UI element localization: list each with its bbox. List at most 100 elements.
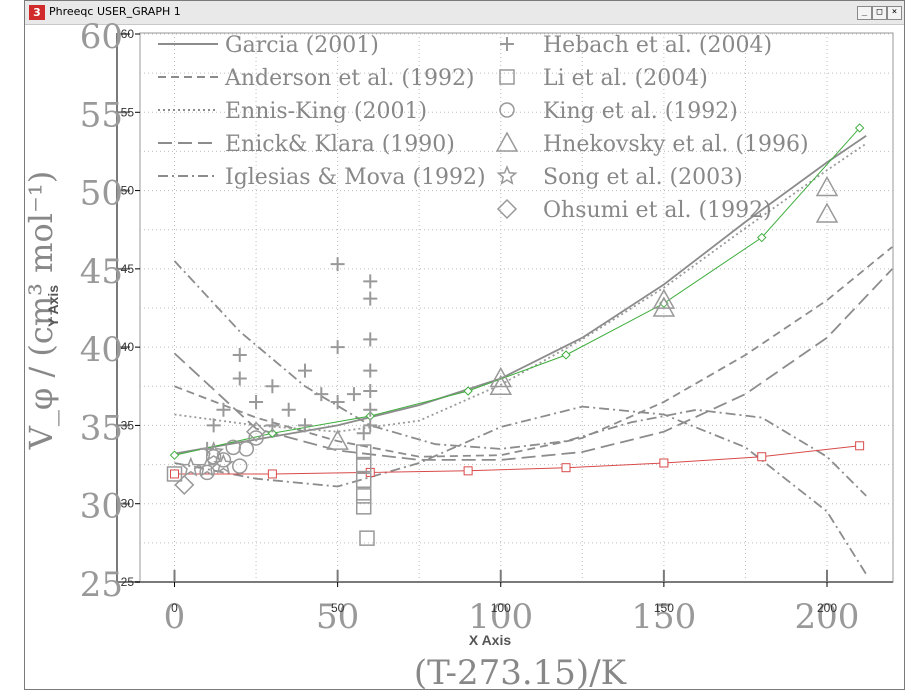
series-line-5 xyxy=(174,405,867,575)
point-hnekovsky xyxy=(652,288,676,309)
y-tick-label: 50 xyxy=(121,184,135,198)
embedded-y-tick-label: 40 xyxy=(80,330,123,370)
x-axis-title: (T-273.15)/K xyxy=(414,653,627,693)
x-tick-label: 150 xyxy=(654,601,674,615)
x-tick-label: 100 xyxy=(491,601,511,615)
widget-y-axis-label: Y Axis xyxy=(45,285,61,327)
series-marker-square xyxy=(757,452,767,462)
legend-line-label: Iglesias & Mova (1992) xyxy=(225,165,486,190)
embedded-y-tick-label: 60 xyxy=(80,17,123,57)
series-marker-diamond xyxy=(169,450,180,460)
embedded-x-tick-label: 200 xyxy=(795,597,860,637)
legend-marker-label: Song et al. (2003) xyxy=(543,165,743,190)
point-king xyxy=(499,102,515,118)
point-hebach xyxy=(249,394,264,409)
point-hnekovsky xyxy=(815,175,839,197)
point-king xyxy=(205,448,222,465)
point-king xyxy=(232,458,248,474)
point-hebach xyxy=(363,332,378,347)
point-hnekovsky xyxy=(489,374,513,396)
point-hebach xyxy=(298,363,312,378)
point-li xyxy=(355,499,372,515)
embedded-y-tick-label: 55 xyxy=(80,95,123,135)
series-line-7 xyxy=(174,445,860,475)
series-line-2 xyxy=(174,142,867,433)
y-tick-label: 30 xyxy=(121,497,135,511)
series-marker-square xyxy=(267,469,277,479)
embedded-x-tick-label: 0 xyxy=(164,597,186,637)
point-hebach xyxy=(206,418,221,433)
legend-line-label: Ennis-King (2001) xyxy=(225,99,427,124)
widget-axes: 0 50 100 150 200 25 30 35 40 45 50 55 60 X Axis Y Axis xyxy=(45,27,837,648)
series-marker-square xyxy=(170,469,179,479)
embedded-y-tick-label: 50 xyxy=(80,174,123,214)
app-icon: 3 xyxy=(29,5,45,20)
point-hebach xyxy=(314,387,329,402)
point-hnekovsky xyxy=(815,202,839,223)
point-hebach xyxy=(356,426,371,441)
y-tick-label: 55 xyxy=(121,105,135,119)
point-li xyxy=(499,69,515,85)
point-hebach xyxy=(216,402,231,417)
point-hebach xyxy=(363,418,378,433)
legend: Garcia (2001) Anderson et al. (1992) Ennis… xyxy=(158,33,809,223)
y-axis-title: V_φ / (cm³ mol⁻¹) xyxy=(22,171,60,450)
point-hebach xyxy=(500,37,514,51)
point-king xyxy=(225,439,241,456)
point-king xyxy=(248,430,264,446)
point-song xyxy=(203,441,225,461)
point-ohsumi xyxy=(246,421,267,442)
embedded-y-tick-label: 35 xyxy=(80,408,123,448)
point-hebach xyxy=(265,418,280,433)
embedded-y-tick-label: 45 xyxy=(80,252,123,292)
y-tick-label: 45 xyxy=(121,262,135,276)
x-tick-label: 50 xyxy=(331,601,345,615)
close-button[interactable]: × xyxy=(887,6,902,20)
point-hebach xyxy=(330,257,345,272)
series-marker-square xyxy=(463,466,473,476)
series-line-3 xyxy=(173,268,893,461)
embedded-y-tick-label: 30 xyxy=(80,487,123,527)
point-li xyxy=(166,466,183,482)
embedded-y-tick-label: 25 xyxy=(80,565,123,605)
point-hebach xyxy=(330,394,345,409)
legend-line-label: Enick& Klara (1990) xyxy=(225,132,455,157)
x-tick-label: 200 xyxy=(817,601,837,615)
series-marker-square xyxy=(659,458,669,468)
point-hnekovsky xyxy=(489,366,513,388)
embedded-x-tick-label: 50 xyxy=(316,597,359,637)
point-song xyxy=(496,165,518,185)
series-line-0 xyxy=(174,135,867,455)
point-king xyxy=(199,464,215,481)
point-li xyxy=(355,456,372,473)
point-hnekovsky xyxy=(495,131,519,152)
legend-marker-label: Hnekovsky et al. (1996) xyxy=(543,132,809,157)
point-song xyxy=(213,453,234,474)
legend-marker-label: King et al. (1992) xyxy=(543,99,738,124)
legend-line-label: Anderson et al. (1992) xyxy=(224,66,475,91)
title-bar[interactable]: 3 Phreeqc USER_GRAPH 1 _ □ × xyxy=(25,1,904,25)
minimize-button[interactable]: _ xyxy=(857,6,872,20)
point-king xyxy=(215,452,232,468)
legend-line-label: Garcia (2001) xyxy=(225,33,379,58)
point-hebach xyxy=(232,371,247,386)
point-hnekovsky xyxy=(326,429,349,450)
point-hnekovsky xyxy=(652,296,676,317)
maximize-button[interactable]: □ xyxy=(872,6,887,20)
point-hebach xyxy=(265,379,280,394)
point-hebach xyxy=(281,402,296,417)
point-li xyxy=(359,530,375,546)
series-marker-diamond xyxy=(854,123,865,133)
x-tick-label: 0 xyxy=(171,601,178,615)
point-li xyxy=(355,488,372,504)
point-li xyxy=(355,444,372,460)
embedded-x-tick-label: 150 xyxy=(631,597,696,637)
series-marker-square xyxy=(561,463,571,473)
series-marker-diamond xyxy=(757,232,767,243)
point-li xyxy=(355,472,372,488)
point-hebach xyxy=(363,274,378,289)
series-marker-square xyxy=(855,441,865,451)
point-ohsumi xyxy=(174,474,195,495)
embedded-figure-axes: 25 30 35 40 45 50 55 60 0 50 100 150 200 (T-273.15)/K… xyxy=(22,17,893,693)
legend-marker-label: Li et al. (2004) xyxy=(543,66,708,91)
